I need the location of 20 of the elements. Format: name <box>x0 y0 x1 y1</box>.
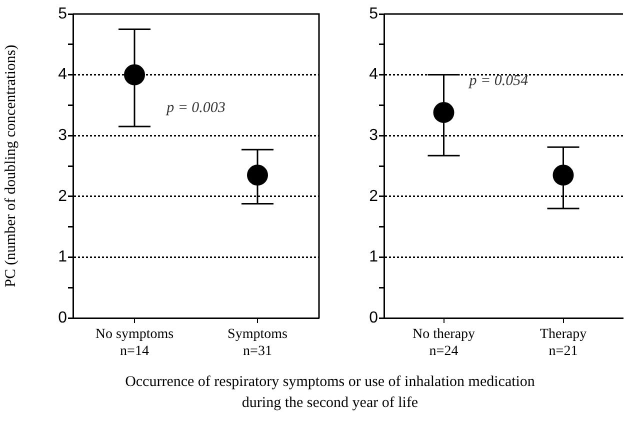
x-tick-label: Therapy n=21 <box>540 327 587 359</box>
y-tick-label: 4 <box>369 66 378 84</box>
y-tick-label: 5 <box>369 5 378 22</box>
y-axis-title: PC (number of doubling concentrations) <box>2 44 19 288</box>
y-tick-label: 3 <box>58 127 68 144</box>
y-tick-label: 3 <box>369 127 378 144</box>
y-tick-label: 1 <box>58 248 68 266</box>
y-tick-label: 0 <box>58 309 68 326</box>
y-tick-label: 2 <box>369 188 378 205</box>
annotation: p = 0.054 <box>468 72 529 89</box>
x-axis-title: Occurrence of respiratory symptoms or use of inhalation medication during the second year of life <box>124 373 536 413</box>
annotation: p = 0.003 <box>166 100 226 116</box>
x-tick-label: No therapy n=24 <box>412 327 476 359</box>
x-tick-label: No symptoms n=14 <box>95 327 174 359</box>
y-tick-label: 1 <box>369 248 378 266</box>
x-tick-label: Symptoms n=31 <box>228 327 288 359</box>
y-tick-label: 4 <box>58 66 68 84</box>
y-tick-label: 0 <box>369 309 378 326</box>
y-tick-label: 2 <box>58 188 68 205</box>
y-tick-label: 5 <box>58 5 68 22</box>
